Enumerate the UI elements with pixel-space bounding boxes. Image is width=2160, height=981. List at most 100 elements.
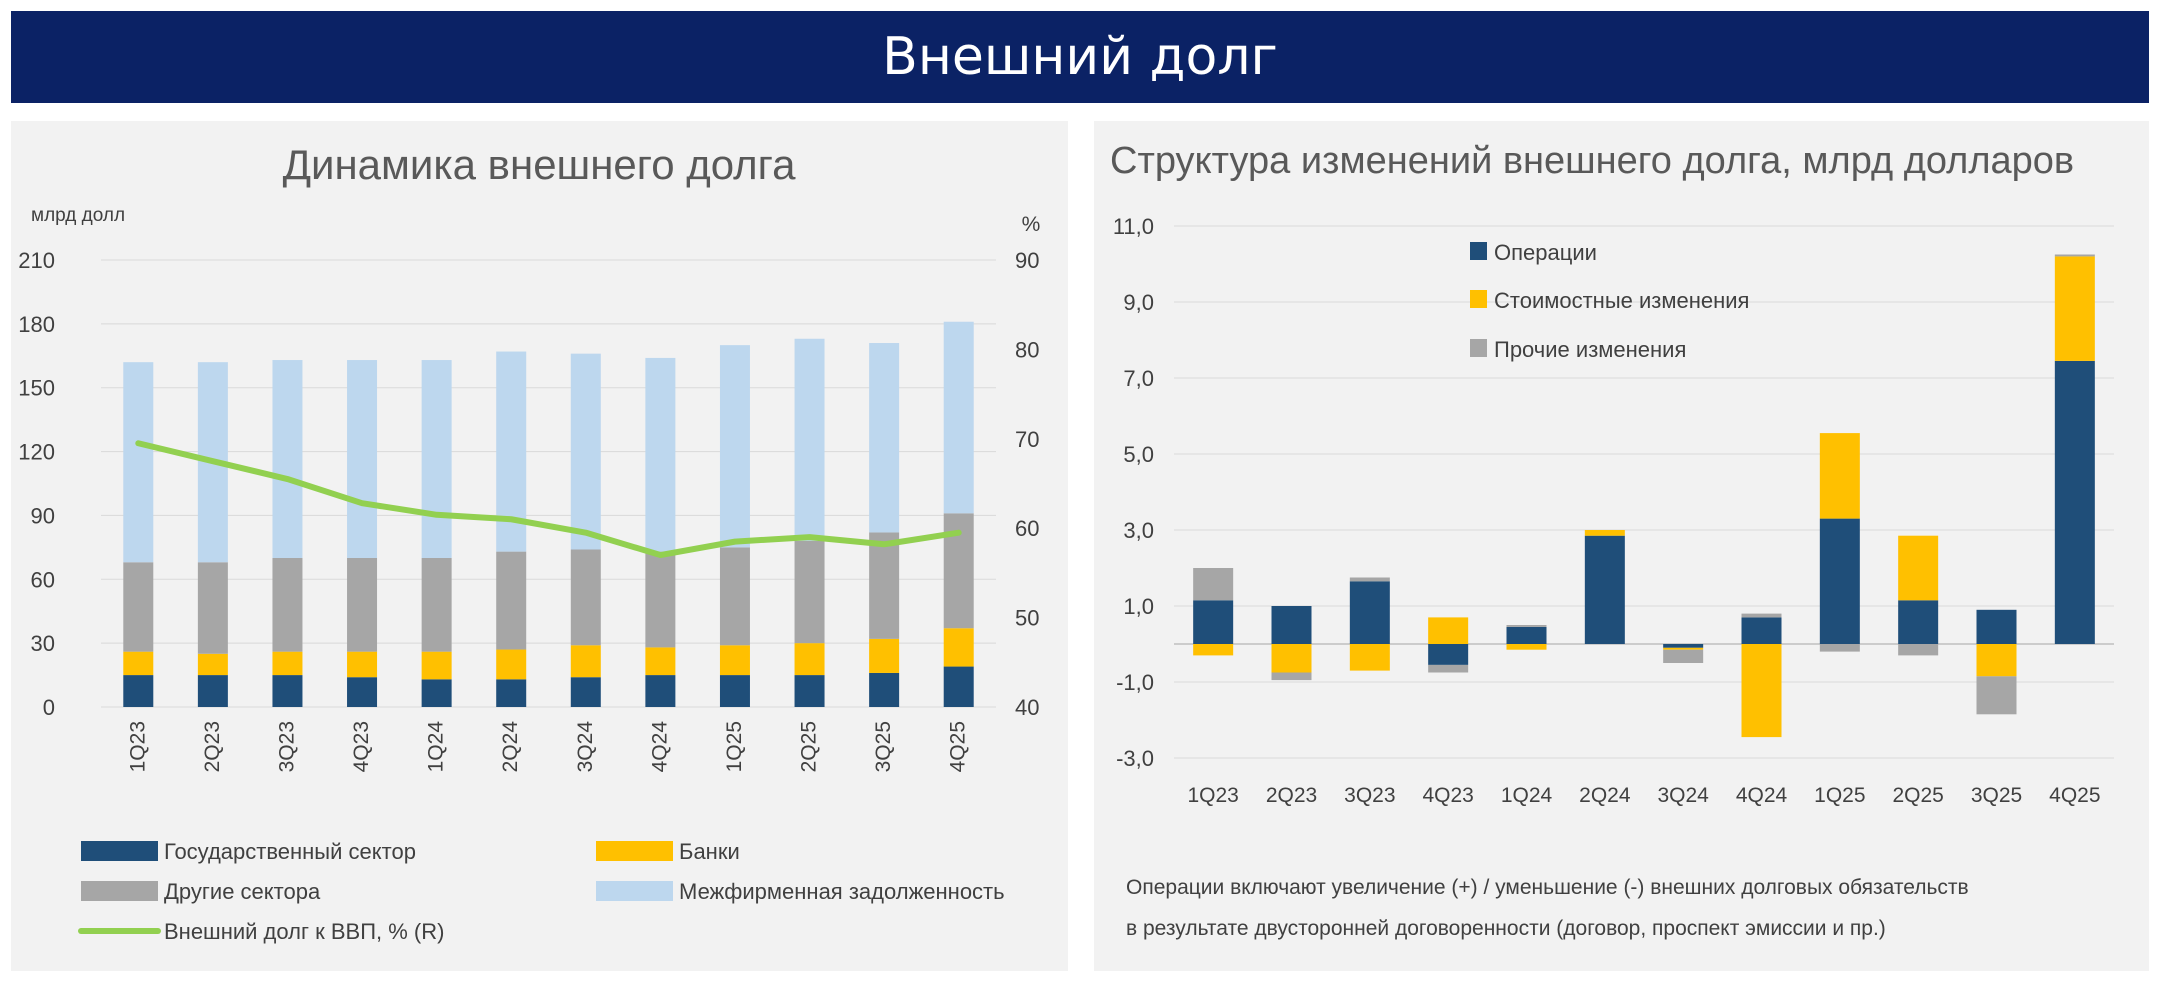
- bar-операции-4q23: [1428, 644, 1469, 665]
- bar-межфирменная-задолженность-1q25: [719, 345, 750, 548]
- y-tick-label: 120: [18, 440, 55, 465]
- y2-tick-label: 40: [1015, 695, 1039, 720]
- bar-стоимостные-изменения-4q24: [1741, 644, 1782, 738]
- bar-банки-4q24: [645, 647, 676, 676]
- bar-операции-3q24: [1663, 644, 1704, 648]
- chart-note-line-2: в результате двусторонней договоренности…: [1126, 917, 1886, 940]
- bar-стоимостные-изменения-3q25: [1976, 644, 2017, 677]
- chart-note-line-1: Операции включают увеличение (+) / умень…: [1126, 876, 1969, 899]
- y-tick-label: 150: [18, 376, 55, 401]
- page-title: Внешний долг: [882, 27, 1278, 87]
- bar-межфирменная-задолженность-2q25: [794, 338, 825, 541]
- bar-другие-сектора-1q25: [719, 547, 750, 646]
- bar-прочие-изменения-2q25: [1898, 644, 1939, 656]
- bar-другие-сектора-3q23: [272, 558, 303, 652]
- bar-прочие-изменения-3q25: [1976, 676, 2017, 715]
- bar-межфирменная-задолженность-3q23: [272, 360, 303, 558]
- bar-другие-сектора-1q23: [123, 562, 154, 652]
- y-tick-label: 60: [31, 567, 55, 592]
- legend-swatch: [1470, 242, 1487, 260]
- legend-swatch: [1470, 290, 1487, 308]
- bar-банки-4q23: [347, 651, 378, 678]
- bar-прочие-изменения-3q24: [1663, 649, 1704, 663]
- bar-банки-2q25: [794, 643, 825, 676]
- x-tick-label: 3Q23: [1344, 784, 1395, 807]
- bar-межфирменная-задолженность-4q23: [347, 360, 378, 558]
- x-tick-label: 1Q24: [425, 721, 448, 773]
- bar-операции-1q24: [1506, 626, 1547, 644]
- y-tick-label: 5,0: [1123, 442, 1154, 467]
- bar-стоимостные-изменения-2q24: [1584, 530, 1625, 536]
- bar-межфирменная-задолженность-3q25: [869, 343, 900, 533]
- x-tick-label: 4Q25: [947, 721, 970, 772]
- bar-операции-1q23: [1193, 600, 1234, 644]
- x-tick-label: 2Q24: [1579, 784, 1631, 807]
- bar-прочие-изменения-4q25: [2054, 254, 2095, 257]
- y2-tick-label: 50: [1015, 606, 1039, 631]
- y-tick-label: 3,0: [1123, 518, 1154, 543]
- bar-прочие-изменения-4q24: [1741, 613, 1782, 618]
- bar-межфирменная-задолженность-3q24: [570, 353, 601, 550]
- bar-стоимостные-изменения-3q24: [1663, 647, 1704, 650]
- chart-title: Динамика внешнего долга: [283, 141, 797, 188]
- y-axis-label-left: млрд долл: [31, 205, 125, 226]
- bar-стоимостные-изменения-3q23: [1349, 644, 1390, 671]
- x-tick-label: 3Q24: [1657, 784, 1709, 807]
- legend-label: Государственный сектор: [164, 839, 416, 864]
- bar-межфирменная-задолженность-1q24: [421, 360, 452, 558]
- bar-стоимостные-изменения-1q25: [1819, 433, 1860, 519]
- legend-label: Операции: [1494, 240, 1597, 265]
- x-tick-label: 4Q24: [1736, 784, 1788, 807]
- bar-стоимостные-изменения-2q25: [1898, 535, 1939, 601]
- bar-другие-сектора-2q23: [197, 562, 228, 654]
- y2-tick-label: 70: [1015, 427, 1039, 452]
- series-line-external-debt-to-gdp: [135, 440, 962, 559]
- bar-государственный-сектор-3q24: [570, 677, 601, 707]
- bar-государственный-сектор-4q23: [347, 677, 378, 707]
- y-tick-label: 1,0: [1123, 594, 1154, 619]
- bar-государственный-сектор-2q25: [794, 675, 825, 707]
- bar-прочие-изменения-3q23: [1349, 577, 1390, 582]
- x-tick-label: 3Q23: [275, 721, 298, 772]
- bar-операции-2q23: [1271, 606, 1312, 644]
- x-tick-label: 1Q25: [1814, 784, 1865, 807]
- bar-стоимостные-изменения-4q23: [1428, 617, 1469, 644]
- bar-прочие-изменения-4q23: [1428, 664, 1469, 673]
- y-axis-label-right: %: [1022, 213, 1041, 236]
- y-tick-label: 180: [18, 312, 55, 337]
- bar-операции-3q25: [1976, 609, 2017, 644]
- bar-операции-1q25: [1819, 518, 1860, 644]
- bar-стоимостные-изменения-4q25: [2054, 256, 2095, 361]
- bar-операции-4q24: [1741, 617, 1782, 644]
- x-tick-label: 2Q23: [1266, 784, 1317, 807]
- chart-title: Структура изменений внешнего долга, млрд…: [1110, 140, 2074, 182]
- legend-label: Внешний долг к ВВП, % (R): [164, 919, 444, 944]
- bar-банки-1q24: [421, 651, 452, 680]
- bar-государственный-сектор-4q24: [645, 675, 676, 707]
- x-tick-label: 2Q23: [201, 721, 224, 772]
- legend-swatch: [81, 841, 158, 861]
- y-tick-label: 210: [18, 248, 55, 273]
- bar-государственный-сектор-1q23: [123, 675, 154, 707]
- x-tick-label: 4Q24: [648, 721, 671, 773]
- legend-label: Банки: [679, 839, 740, 864]
- x-tick-label: 1Q23: [126, 721, 149, 772]
- bar-банки-3q23: [272, 651, 303, 676]
- y-tick-label: -3,0: [1116, 746, 1154, 771]
- bar-банки-1q23: [123, 651, 154, 676]
- bar-государственный-сектор-2q24: [496, 679, 527, 707]
- legend-label: Прочие изменения: [1494, 337, 1686, 362]
- legend-label: Стоимостные изменения: [1494, 288, 1749, 313]
- bar-банки-1q25: [719, 645, 750, 676]
- bar-прочие-изменения-1q23: [1193, 568, 1234, 601]
- y-tick-label: 30: [31, 631, 55, 656]
- x-tick-label: 1Q24: [1501, 784, 1553, 807]
- legend-swatch: [1470, 339, 1487, 357]
- external-debt-dynamics-chart: Динамика внешнего долга млрд долл % 0 30 6…: [18, 141, 1041, 944]
- bar-другие-сектора-2q25: [794, 540, 825, 644]
- x-tick-label: 2Q25: [798, 721, 821, 772]
- x-tick-label: 4Q23: [350, 721, 373, 772]
- bar-банки-2q24: [496, 649, 527, 680]
- y2-tick-label: 80: [1015, 337, 1039, 362]
- bar-государственный-сектор-4q25: [943, 666, 974, 707]
